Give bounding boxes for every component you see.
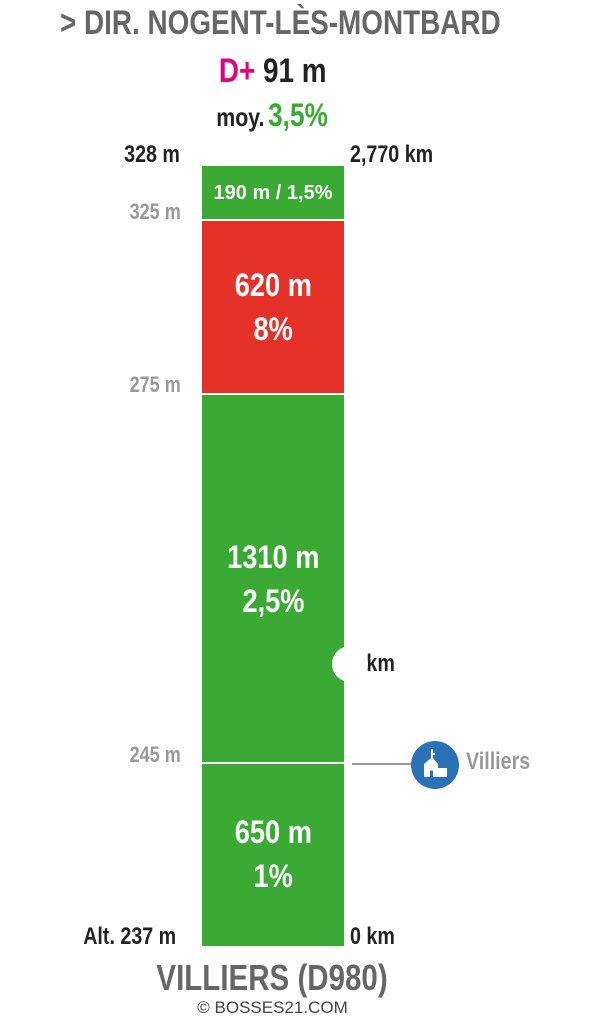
avg-value: 3,5% [268,97,329,133]
segment-divider [202,218,344,221]
altitude-top-label: 328 m [124,141,180,168]
segment-divider [202,393,344,396]
segment-2-distance: 1310 m [226,538,320,575]
altitude-label-275: 275 m [129,372,181,397]
dplus-label: D+ [218,52,256,90]
climb-title: > DIR. NOGENT-LÈS-MONTBARD [60,4,501,42]
average-grade: moy. 3,5% [0,97,545,134]
distance-start-label: 0 km [350,923,395,950]
segment-2-grade: 2,5% [242,582,304,619]
segment-3-distance: 620 m [234,266,312,303]
copyright: © BOSSES21.COM [197,998,348,1017]
segment-4-label: 190 m / 1,5% [213,181,333,204]
segment-1-distance: 650 m [234,814,312,851]
altitude-start-label: Alt. 237 m [82,923,176,950]
segment-3-grade: 8% [253,310,293,347]
climb-start-name: VILLIERS (D980) [156,957,389,998]
segment-2: 1310 m 2,5% [202,394,344,763]
distance-total-label: 2,770 km [350,141,434,168]
poi-leader-line [352,763,412,765]
segment-4: 190 m / 1,5% [202,166,344,220]
segment-1-grade: 1% [253,858,293,895]
elevation-gain: D+ 91 m [0,52,545,91]
avg-label: moy. [216,102,265,132]
segment-1: 650 m 1% [202,762,344,946]
segment-divider [202,761,344,764]
poi-name: Villiers [466,748,531,775]
segment-3: 620 m 8% [202,219,344,395]
altitude-label-325: 325 m [129,199,181,224]
church-icon [411,741,459,789]
km-marker-notch [332,646,368,683]
altitude-label-245: 245 m [129,742,181,767]
dplus-value: 91 m [262,52,327,90]
